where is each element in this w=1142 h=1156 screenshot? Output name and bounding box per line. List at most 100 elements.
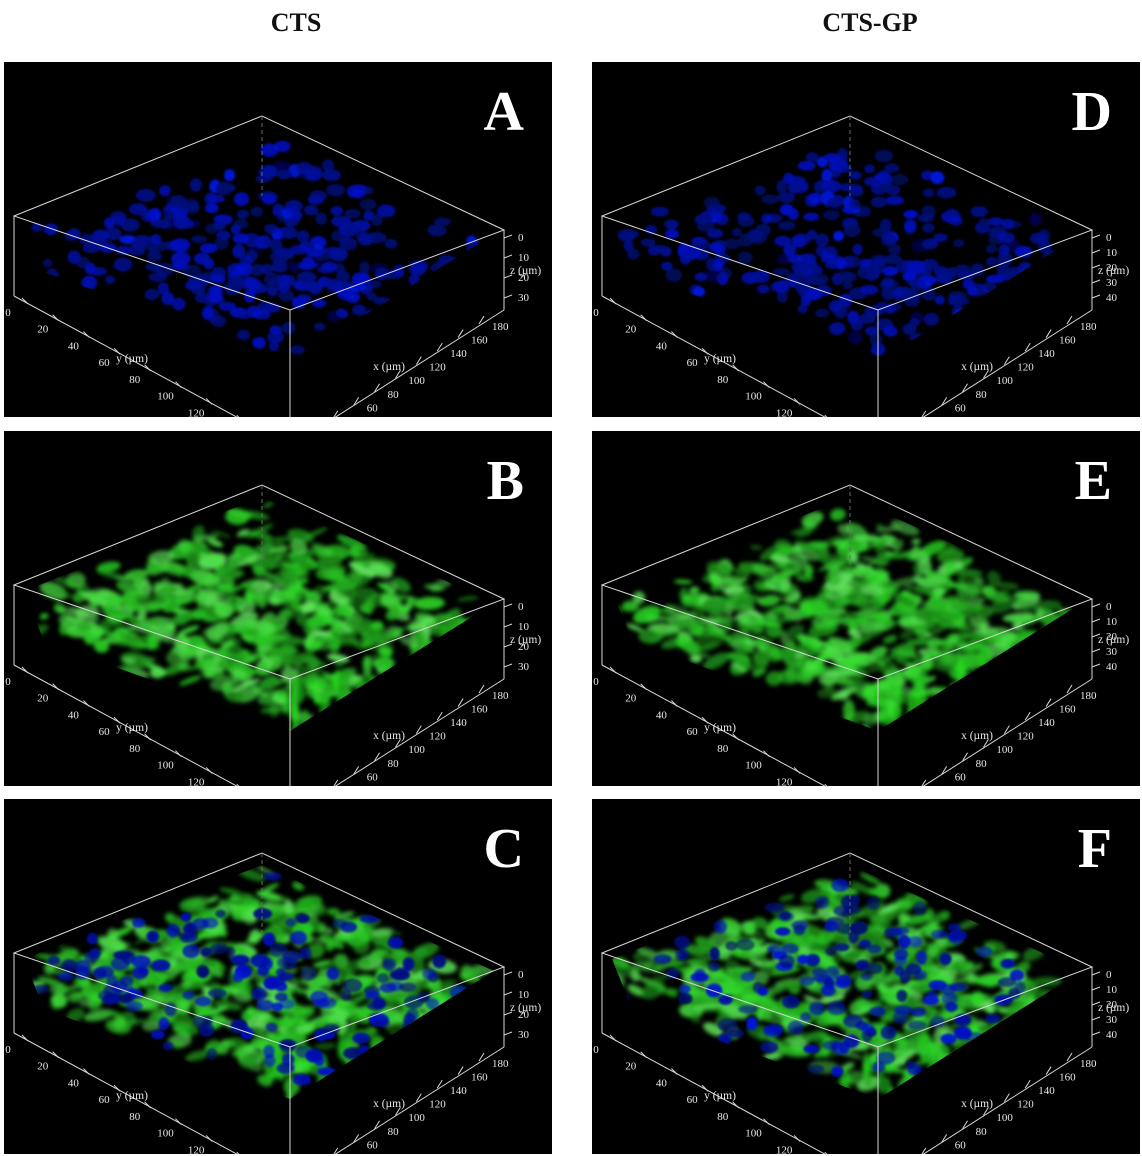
x-tick-label: 40	[346, 785, 358, 786]
y-tick-label: 40	[656, 341, 668, 353]
z-axis-label: z (µm)	[510, 1002, 541, 1014]
panel-b: 020406080100120140160y (µm)2040608010012…	[4, 431, 552, 786]
panel-letter: F	[1077, 818, 1112, 880]
x-tick-label: 120	[429, 1099, 446, 1111]
x-tick-label: 120	[1017, 362, 1034, 374]
x-tick-label: 60	[955, 1139, 967, 1151]
z-tick-label: 20	[518, 1009, 530, 1021]
x-tick-label: 40	[934, 1153, 946, 1154]
y-tick-label: 0	[5, 1044, 11, 1056]
x-tick-label: 80	[976, 758, 988, 770]
z-tick-label: 30	[518, 1029, 530, 1041]
y-tick-label: 0	[5, 307, 11, 319]
y-axis-label: y (µm)	[116, 1090, 148, 1102]
z-axis-label: z (µm)	[510, 634, 541, 646]
y-tick-label: 100	[157, 760, 174, 772]
y-tick-label: 40	[68, 341, 80, 353]
y-tick-label: 60	[687, 1094, 699, 1106]
x-tick-label: 60	[367, 402, 379, 414]
z-tick-label: 10	[518, 989, 530, 1001]
y-axis-label: y (µm)	[116, 722, 148, 734]
z-tick-label: 10	[1106, 247, 1118, 259]
y-tick-label: 120	[188, 407, 205, 417]
z-tick-label: 20	[1106, 631, 1118, 643]
y-tick-label: 60	[687, 357, 699, 369]
x-tick-label: 160	[471, 1072, 488, 1084]
y-tick-label: 20	[37, 324, 49, 336]
z-tick-label: 20	[1106, 999, 1118, 1011]
y-tick-label: 0	[5, 676, 11, 688]
y-axis-label: y (µm)	[116, 353, 148, 365]
y-tick-label: 60	[99, 357, 111, 369]
panel-letter: E	[1074, 450, 1112, 512]
z-tick-label: 30	[518, 661, 530, 673]
z-tick-label: 10	[518, 252, 530, 264]
y-tick-label: 80	[717, 743, 729, 755]
x-tick-label: 60	[955, 771, 967, 783]
confocal-render: 020406080100120140160y (µm)2040608010012…	[5, 115, 541, 417]
y-tick-label: 100	[745, 1128, 762, 1140]
x-tick-label: 60	[367, 771, 379, 783]
y-tick-label: 120	[776, 1144, 793, 1154]
column-title-cts-gp: CTS-GP	[822, 8, 918, 37]
x-axis-label: x (µm)	[373, 361, 405, 373]
y-tick-label: 40	[656, 710, 668, 722]
x-tick-label: 180	[492, 321, 509, 333]
z-axis-label: z (µm)	[1098, 634, 1129, 646]
y-axis-label: y (µm)	[704, 353, 736, 365]
z-tick-label: 0	[518, 969, 524, 981]
y-tick-label: 20	[37, 693, 49, 705]
z-axis-label: z (µm)	[510, 265, 541, 277]
x-tick-label: 180	[492, 1058, 509, 1070]
y-tick-label: 20	[625, 1061, 637, 1073]
x-tick-label: 160	[471, 335, 488, 347]
z-axis-label: z (µm)	[1098, 1002, 1129, 1014]
x-tick-label: 140	[450, 1085, 467, 1097]
y-tick-label: 0	[593, 1044, 599, 1056]
x-tick-label: 180	[492, 690, 509, 702]
x-tick-label: 140	[1038, 1085, 1055, 1097]
confocal-render: 020406080100120140160y (µm)2040608010012…	[593, 852, 1129, 1154]
confocal-render: 020406080100120140160y (µm)2040608010012…	[593, 484, 1129, 786]
y-tick-label: 60	[99, 726, 111, 738]
x-tick-label: 80	[388, 758, 400, 770]
y-tick-label: 0	[593, 307, 599, 319]
panel-c: 020406080100120140160y (µm)2040608010012…	[4, 799, 552, 1154]
y-tick-label: 120	[776, 407, 793, 417]
y-tick-label: 100	[157, 1128, 174, 1140]
x-tick-label: 80	[388, 1126, 400, 1138]
x-tick-label: 160	[1059, 1072, 1076, 1084]
z-tick-label: 0	[1106, 601, 1112, 613]
y-tick-label: 60	[687, 726, 699, 738]
y-tick-label: 80	[129, 743, 141, 755]
z-tick-label: 0	[1106, 969, 1112, 981]
z-tick-label: 0	[1106, 232, 1112, 244]
confocal-render: 020406080100120140160y (µm)2040608010012…	[5, 852, 541, 1154]
x-tick-label: 180	[1080, 321, 1097, 333]
x-tick-label: 100	[408, 375, 425, 387]
z-tick-label: 0	[518, 232, 524, 244]
x-tick-label: 120	[1017, 1099, 1034, 1111]
y-tick-label: 80	[717, 1111, 729, 1123]
panel-letter: B	[486, 450, 524, 512]
z-tick-label: 40	[1106, 1029, 1118, 1041]
x-axis-label: x (µm)	[961, 1098, 993, 1110]
y-tick-label: 100	[157, 391, 174, 403]
x-tick-label: 140	[450, 717, 467, 729]
z-tick-label: 40	[1106, 292, 1118, 304]
confocal-render: 020406080100120140160y (µm)2040608010012…	[5, 484, 541, 786]
y-tick-label: 80	[717, 374, 729, 386]
y-tick-label: 20	[625, 324, 637, 336]
z-tick-label: 20	[518, 272, 530, 284]
x-tick-label: 40	[346, 416, 358, 417]
z-axis-label: z (µm)	[1098, 265, 1129, 277]
x-tick-label: 40	[934, 416, 946, 417]
z-tick-label: 30	[1106, 1014, 1118, 1026]
x-tick-label: 80	[976, 389, 988, 401]
x-axis-label: x (µm)	[961, 730, 993, 742]
panel-e: 020406080100120140160y (µm)2040608010012…	[592, 431, 1140, 786]
confocal-render: 020406080100120140160y (µm)2040608010012…	[593, 115, 1129, 417]
x-tick-label: 120	[1017, 731, 1034, 743]
x-tick-label: 100	[996, 375, 1013, 387]
x-tick-label: 60	[955, 402, 967, 414]
